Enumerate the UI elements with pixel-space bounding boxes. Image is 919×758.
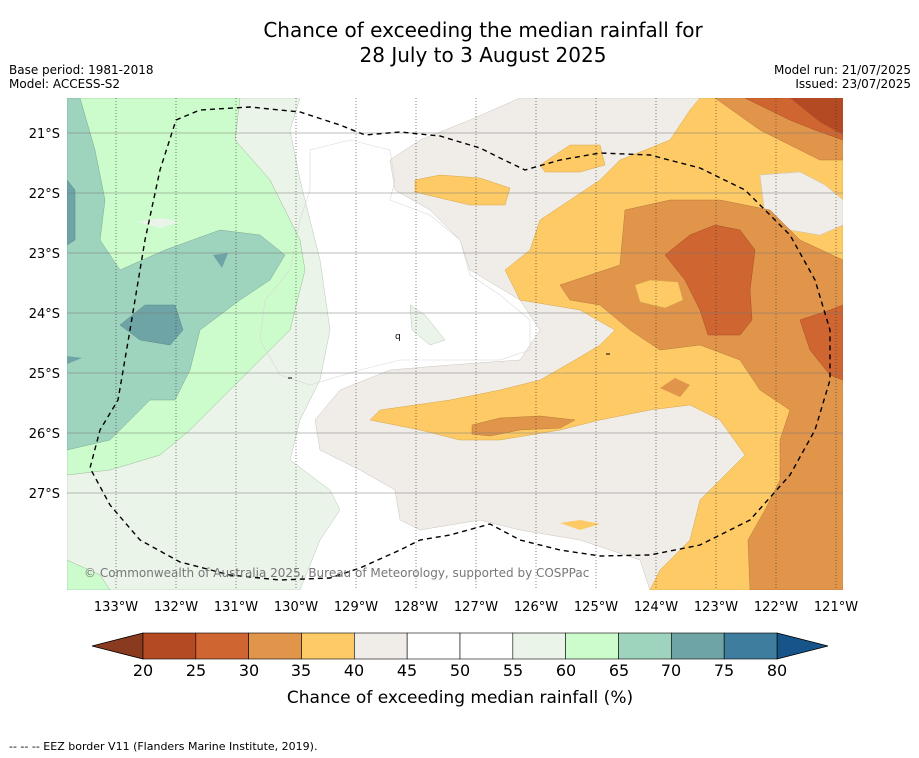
colorbar-tick: 35 xyxy=(291,661,311,680)
lat-label: 23°S xyxy=(29,247,60,262)
colorbar-segments xyxy=(142,632,778,660)
colorbar-arrow-low xyxy=(91,632,144,660)
zone-25-30-east xyxy=(799,304,843,381)
zone-60-65-sw xyxy=(67,559,111,590)
colorbar-tick: 40 xyxy=(344,661,364,680)
zone-70-75-edge xyxy=(67,179,76,246)
lat-label: 26°S xyxy=(29,427,60,442)
zone-65-70 xyxy=(67,98,286,451)
colorbar-segment xyxy=(512,632,566,660)
model-name: Model: ACCESS-S2 xyxy=(9,77,121,91)
zone-30-35-main xyxy=(559,199,843,590)
zone-70-75-spot2 xyxy=(67,356,82,364)
lon-label: 131°W xyxy=(214,600,258,615)
graticule-lon xyxy=(115,98,837,590)
lon-labels: 133°W 132°W 131°W 130°W 129°W 128°W 127°… xyxy=(94,600,858,615)
colorbar-segment xyxy=(618,632,672,660)
lon-label: 125°W xyxy=(574,600,618,615)
lon-label: 122°W xyxy=(754,600,798,615)
zone-70-75-centre xyxy=(119,304,184,346)
zone-35-40-north2 xyxy=(539,144,606,173)
stray-marker: q xyxy=(395,332,401,342)
eez-border xyxy=(89,106,831,581)
zone-30-35-band xyxy=(471,415,576,437)
lat-label: 21°S xyxy=(29,127,60,142)
colorbar-segment xyxy=(406,632,461,660)
zone-30-35-spot xyxy=(660,378,690,397)
colorbar-segment xyxy=(671,632,725,660)
colorbar-segment xyxy=(301,632,355,660)
meta-right: Model run: 21/07/2025 Issued: 23/07/2025 xyxy=(774,63,911,91)
meta-left: Base period: 1981-2018 Model: ACCESS-S2 xyxy=(9,63,154,91)
colorbar-tick: 45 xyxy=(397,661,417,680)
lon-label: 129°W xyxy=(334,600,378,615)
lon-label: 126°W xyxy=(514,600,558,615)
zone-35-40-island xyxy=(634,279,684,309)
base-period: Base period: 1981-2018 xyxy=(9,63,154,77)
lon-label: 121°W xyxy=(814,600,858,615)
colorbar-segment xyxy=(142,632,197,660)
lon-label: 133°W xyxy=(94,600,138,615)
colorbar-tick: 20 xyxy=(133,661,153,680)
colorbar-tick: 70 xyxy=(661,661,681,680)
issued-date: Issued: 23/07/2025 xyxy=(795,77,911,91)
zone-35-40-north xyxy=(414,174,511,206)
colorbar-tick: 50 xyxy=(450,661,470,680)
colorbar: 20 25 30 35 40 45 50 55 60 65 70 75 80 C… xyxy=(91,632,829,708)
colorbar-tick: 60 xyxy=(556,661,576,680)
colorbar-tick: 30 xyxy=(239,661,259,680)
map-area: q © Commonwealth of Australia 2025, Bure… xyxy=(67,98,843,590)
zone-55-60-spot xyxy=(409,304,446,346)
zone-25-30-centre xyxy=(664,224,756,336)
lon-label: 124°W xyxy=(634,600,678,615)
colorbar-tick: 75 xyxy=(714,661,734,680)
zone-20-25-ne xyxy=(790,98,843,135)
map-title: Chance of exceeding the median rainfall … xyxy=(0,18,919,68)
colorbar-tick: 65 xyxy=(609,661,629,680)
lat-labels: 21°S 22°S 23°S 24°S 25°S 26°S 27°S xyxy=(29,127,60,502)
colorbar-tick: 55 xyxy=(503,661,523,680)
colorbar-segment xyxy=(459,632,514,660)
zone-55-60-islet xyxy=(137,218,180,228)
lon-label: 127°W xyxy=(454,600,498,615)
model-run: Model run: 21/07/2025 xyxy=(773,63,911,77)
colorbar-segment xyxy=(195,632,249,660)
graticule-lat xyxy=(67,132,843,494)
colorbar-segment xyxy=(565,632,619,660)
lat-label: 24°S xyxy=(29,307,60,322)
colorbar-arrow-high xyxy=(776,632,829,660)
eez-legend-note: -- -- -- EEZ border V11 (Flanders Marine… xyxy=(9,740,318,753)
colorbar-tick: 80 xyxy=(767,661,787,680)
colorbar-label: Chance of exceeding median rainfall (%) xyxy=(287,688,633,708)
colorbar-ticks: 20 25 30 35 40 45 50 55 60 65 70 75 80 xyxy=(133,661,787,680)
lon-label: 132°W xyxy=(154,600,198,615)
lat-label: 22°S xyxy=(29,187,60,202)
zone-70-75-spot xyxy=(213,253,228,268)
colorbar-segment xyxy=(248,632,302,660)
contour-inner xyxy=(259,139,531,386)
zone-35-40-south xyxy=(560,520,600,530)
lat-label: 25°S xyxy=(29,367,60,382)
copyright-text: © Commonwealth of Australia 2025, Bureau… xyxy=(84,566,589,580)
lon-label: 123°W xyxy=(694,600,738,615)
lon-label: 128°W xyxy=(394,600,438,615)
colorbar-tick: 25 xyxy=(186,661,206,680)
lat-label: 27°S xyxy=(29,487,60,502)
lon-label: 130°W xyxy=(274,600,318,615)
title-line-1: Chance of exceeding the median rainfall … xyxy=(263,18,703,42)
title-line-2: 28 July to 3 August 2025 xyxy=(359,43,607,67)
colorbar-segment xyxy=(354,632,408,660)
colorbar-segment xyxy=(723,632,778,660)
